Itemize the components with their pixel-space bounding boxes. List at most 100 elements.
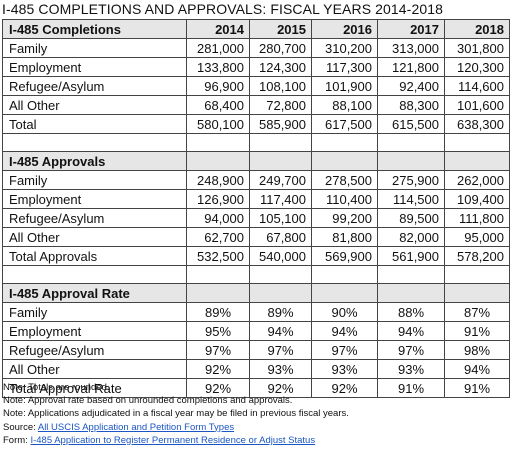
cell: 92,400 — [377, 76, 445, 96]
cell: 91% — [444, 378, 510, 398]
cell: 275,900 — [377, 170, 445, 190]
table-row: Family 89% 89% 90% 88% 87% — [2, 302, 510, 322]
cell: 109,400 — [444, 189, 510, 209]
row-label: Refugee/Asylum — [2, 208, 187, 228]
form-prefix: Form: — [3, 434, 31, 446]
row-label: Refugee/Asylum — [2, 76, 187, 96]
cell: 68,400 — [186, 95, 250, 115]
cell: 105,100 — [249, 208, 312, 228]
table-row: All Other 62,700 67,800 81,800 82,000 95… — [2, 227, 510, 247]
cell: 278,500 — [311, 170, 378, 190]
table-row: All Other 68,400 72,800 88,100 88,300 10… — [2, 95, 510, 115]
section-heading: I-485 Approval Rate — [2, 283, 187, 303]
cell: 120,300 — [444, 57, 510, 77]
source-prefix: Source: — [3, 421, 38, 433]
cell: 532,500 — [186, 246, 250, 266]
cell: 280,700 — [249, 38, 312, 58]
row-label: All Other — [2, 95, 187, 115]
rates-header-row: I-485 Approval Rate — [2, 283, 510, 303]
cell: 114,600 — [444, 76, 510, 96]
cell: 93% — [311, 359, 378, 379]
cell: 97% — [311, 340, 378, 360]
cell: 126,900 — [186, 189, 250, 209]
table-row: All Other 92% 93% 93% 93% 94% — [2, 359, 510, 379]
table-row: Employment 126,900 117,400 110,400 114,5… — [2, 189, 510, 209]
cell: 72,800 — [249, 95, 312, 115]
cell: 569,900 — [311, 246, 378, 266]
cell: 117,300 — [311, 57, 378, 77]
total-row: Total 580,100 585,900 617,500 615,500 63… — [2, 114, 510, 134]
cell: 89% — [186, 302, 250, 322]
cell: 92% — [249, 378, 312, 398]
cell: 262,000 — [444, 170, 510, 190]
section-heading: I-485 Approvals — [2, 151, 187, 171]
cell: 67,800 — [249, 227, 312, 247]
year-header: 2016 — [311, 19, 378, 39]
year-header: 2017 — [377, 19, 445, 39]
cell: 91% — [377, 378, 445, 398]
row-label: Total — [2, 114, 187, 134]
cell: 580,100 — [186, 114, 250, 134]
year-header: 2014 — [186, 19, 250, 39]
form-link[interactable]: I-485 Application to Register Permanent … — [30, 434, 316, 446]
cell: 94% — [249, 321, 312, 341]
table-row: Employment 133,800 124,300 117,300 121,8… — [2, 57, 510, 77]
cell: 310,200 — [311, 38, 378, 58]
cell: 95,000 — [444, 227, 510, 247]
cell: 96,900 — [186, 76, 250, 96]
total-row: Total Approval Rate 92% 92% 92% 91% 91% — [2, 378, 510, 398]
spacer-row — [2, 265, 510, 284]
note: Note: Applications adjudicated in a fisc… — [3, 408, 349, 420]
cell: 94,000 — [186, 208, 250, 228]
cell: 88,300 — [377, 95, 445, 115]
spacer-row — [2, 133, 510, 152]
table-row: Refugee/Asylum 96,900 108,100 101,900 92… — [2, 76, 510, 96]
row-label: Total Approvals — [2, 246, 187, 266]
cell: 93% — [249, 359, 312, 379]
row-label: Employment — [2, 57, 187, 77]
completions-approvals-table: I-485 Completions 2014 2015 2016 2017 20… — [2, 19, 510, 398]
section-heading: I-485 Completions — [2, 19, 187, 39]
cell: 117,400 — [249, 189, 312, 209]
table-row: Family 248,900 249,700 278,500 275,900 2… — [2, 170, 510, 190]
cell: 301,800 — [444, 38, 510, 58]
cell: 248,900 — [186, 170, 250, 190]
cell: 97% — [186, 340, 250, 360]
cell: 108,100 — [249, 76, 312, 96]
cell: 94% — [444, 359, 510, 379]
cell: 133,800 — [186, 57, 250, 77]
cell: 124,300 — [249, 57, 312, 77]
table-row: Family 281,000 280,700 310,200 313,000 3… — [2, 38, 510, 58]
cell: 540,000 — [249, 246, 312, 266]
cell: 90% — [311, 302, 378, 322]
cell: 87% — [444, 302, 510, 322]
table-row: Refugee/Asylum 97% 97% 97% 97% 98% — [2, 340, 510, 360]
source-link[interactable]: All USCIS Application and Petition Form … — [37, 421, 235, 433]
row-label: Refugee/Asylum — [2, 340, 187, 360]
cell: 92% — [186, 359, 250, 379]
row-label: Family — [2, 38, 187, 58]
cell: 585,900 — [249, 114, 312, 134]
row-label: Employment — [2, 189, 187, 209]
cell: 93% — [377, 359, 445, 379]
cell: 62,700 — [186, 227, 250, 247]
cell: 97% — [249, 340, 312, 360]
note: Note: Approval rate based on unrounded c… — [3, 395, 293, 407]
cell: 114,500 — [377, 189, 445, 209]
cell: 94% — [311, 321, 378, 341]
cell: 81,800 — [311, 227, 378, 247]
cell: 617,500 — [311, 114, 378, 134]
note: Note: Totals are rounded. — [3, 382, 110, 393]
cell: 82,000 — [377, 227, 445, 247]
cell: 561,900 — [377, 246, 445, 266]
row-label: All Other — [2, 359, 187, 379]
cell: 313,000 — [377, 38, 445, 58]
cell: 95% — [186, 321, 250, 341]
cell: 249,700 — [249, 170, 312, 190]
cell: 89,500 — [377, 208, 445, 228]
year-header: 2018 — [444, 19, 510, 39]
cell: 101,600 — [444, 95, 510, 115]
source-line: Source: All USCIS Application and Petiti… — [3, 421, 349, 434]
cell: 111,800 — [444, 208, 510, 228]
cell: 91% — [444, 321, 510, 341]
